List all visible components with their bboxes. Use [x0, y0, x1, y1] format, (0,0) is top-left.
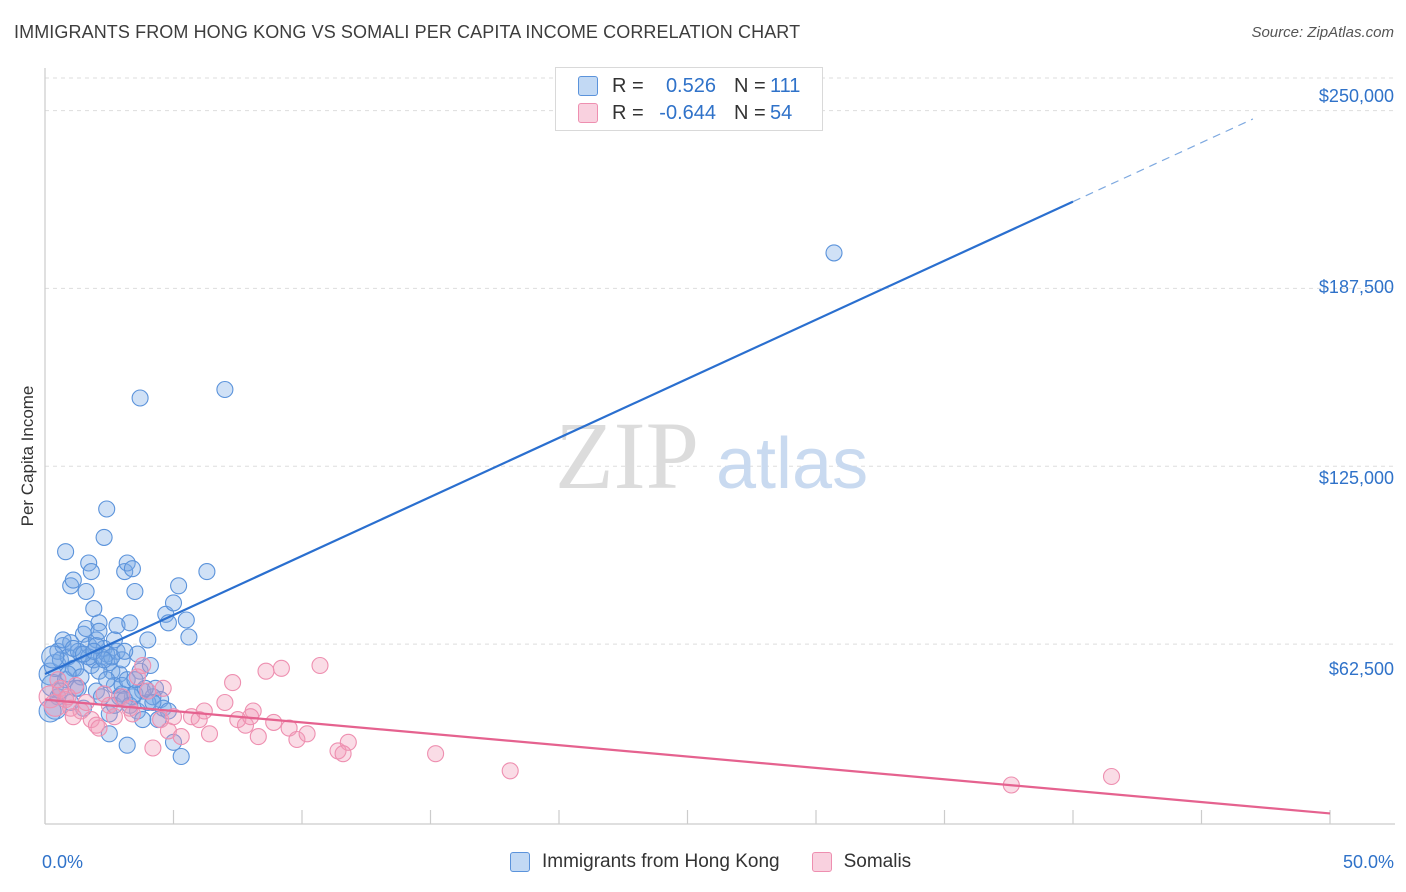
point-somalis-9	[87, 716, 105, 734]
point-somalis-3	[57, 691, 75, 709]
point-hong-kong-76	[134, 711, 152, 729]
point-hong-kong-46	[121, 614, 139, 632]
point-hong-kong-95	[98, 671, 116, 689]
point-hong-kong-39	[95, 528, 113, 546]
point-hong-kong-107	[95, 651, 113, 669]
point-somalis-26	[216, 693, 234, 712]
point-hong-kong-33	[77, 582, 95, 601]
chart-source: Source: ZipAtlas.com	[1251, 24, 1394, 41]
y-tick-label-187500: $187,500	[1318, 277, 1394, 297]
x-tick-label-max: 50.0%	[1342, 852, 1394, 872]
point-somalis-31	[249, 728, 267, 746]
point-somalis-36	[288, 730, 306, 749]
y-tick-label-62500: $62,500	[1328, 659, 1394, 679]
point-somalis-42	[501, 762, 519, 780]
point-hong-kong-32	[64, 571, 82, 589]
watermark-zip: ZIP	[555, 402, 699, 509]
data-points	[38, 244, 1121, 794]
point-hong-kong-64	[216, 380, 234, 399]
r-label: R =	[612, 74, 644, 97]
point-hong-kong-104	[64, 639, 82, 657]
stats-row-hong-kong: R = 0.526 N = 111	[578, 73, 800, 99]
legend-label-somalis: Somalis	[843, 851, 912, 872]
trend-lines	[44, 118, 1331, 815]
trend-line-extension-hong-kong	[1072, 118, 1254, 203]
point-somalis-33	[265, 713, 283, 731]
legend-label-hong-kong: Immigrants from Hong Kong	[542, 851, 780, 872]
gridlines	[45, 77, 1395, 645]
legend-swatch-somalis	[811, 852, 832, 872]
point-somalis-37	[298, 725, 316, 743]
series-legend: Immigrants from Hong Kong Somalis	[510, 851, 943, 873]
point-hong-kong-36	[85, 600, 103, 618]
stats-legend: R = 0.526 N = 111 R = -0.644 N = 54	[555, 67, 823, 131]
x-tick-label-min: 0.0%	[42, 852, 84, 872]
point-somalis-41	[427, 745, 445, 763]
y-tick-label-125000: $125,000	[1318, 468, 1394, 488]
point-hong-kong-61	[180, 628, 198, 646]
point-somalis-48	[195, 702, 213, 720]
point-hong-kong-38	[90, 622, 108, 640]
point-hong-kong-62	[198, 563, 216, 581]
legend-swatch-hong-kong	[510, 852, 530, 872]
point-hong-kong-47	[123, 560, 141, 578]
point-hong-kong-60	[177, 611, 195, 629]
point-hong-kong-110	[126, 671, 144, 689]
watermark-atlas: atlas	[716, 424, 868, 504]
point-somalis-22	[172, 728, 190, 746]
point-hong-kong-42	[108, 617, 126, 635]
n-label: N =	[734, 74, 766, 97]
point-somalis-50	[334, 745, 352, 763]
point-hong-kong-109	[116, 642, 134, 660]
hong-kong-swatch	[578, 76, 598, 96]
point-somalis-47	[154, 679, 172, 697]
point-somalis-43	[49, 671, 67, 689]
point-hong-kong-40	[98, 500, 116, 518]
point-hong-kong-59	[170, 577, 188, 595]
point-somalis-21	[164, 708, 183, 726]
point-somalis-46	[123, 705, 141, 723]
n-label: N =	[734, 101, 766, 124]
point-hong-kong-30	[57, 543, 75, 561]
trend-line-hong-kong	[44, 200, 1074, 676]
legend-item-somalis[interactable]: Somalis	[811, 851, 912, 873]
point-somalis-34	[272, 659, 290, 677]
axes	[44, 68, 1395, 825]
point-somalis-17	[139, 682, 157, 700]
point-hong-kong-83	[172, 747, 190, 766]
point-somalis-44	[64, 708, 82, 726]
point-somalis-27	[224, 674, 242, 692]
legend-item-hong-kong[interactable]: Immigrants from Hong Kong	[510, 851, 780, 873]
point-somalis-16	[134, 656, 152, 675]
point-somalis-52	[1102, 767, 1121, 786]
n-value-somalis: 54	[770, 101, 793, 124]
point-somalis-32	[257, 662, 275, 680]
point-somalis-24	[190, 711, 208, 729]
point-hong-kong-35	[82, 563, 100, 581]
r-label: R =	[612, 101, 644, 124]
point-somalis-38	[311, 656, 329, 675]
point-somalis-45	[90, 719, 108, 737]
point-hong-kong-84	[100, 725, 118, 743]
trend-line-somalis	[44, 698, 1331, 815]
point-hong-kong-48	[126, 582, 144, 601]
y-tick-label-250000: $250,000	[1318, 86, 1394, 106]
point-somalis-25	[200, 725, 219, 743]
point-somalis-12	[105, 708, 123, 726]
n-value-hong-kong: 111	[770, 74, 801, 97]
point-hong-kong-63	[131, 389, 149, 407]
somalis-swatch	[578, 103, 598, 123]
chart-title: IMMIGRANTS FROM HONG KONG VS SOMALI PER …	[14, 22, 801, 42]
r-value-hong-kong: 0.526	[665, 74, 716, 97]
stats-row-somalis: R = -0.644 N = 54	[578, 100, 792, 126]
r-value-somalis: -0.644	[659, 101, 716, 124]
point-hong-kong-85	[118, 736, 136, 754]
point-hong-kong-58	[164, 594, 183, 612]
point-hong-kong-52	[139, 631, 157, 649]
point-hong-kong-65	[825, 244, 843, 262]
point-somalis-18	[144, 739, 162, 757]
point-hong-kong-102	[41, 645, 65, 669]
